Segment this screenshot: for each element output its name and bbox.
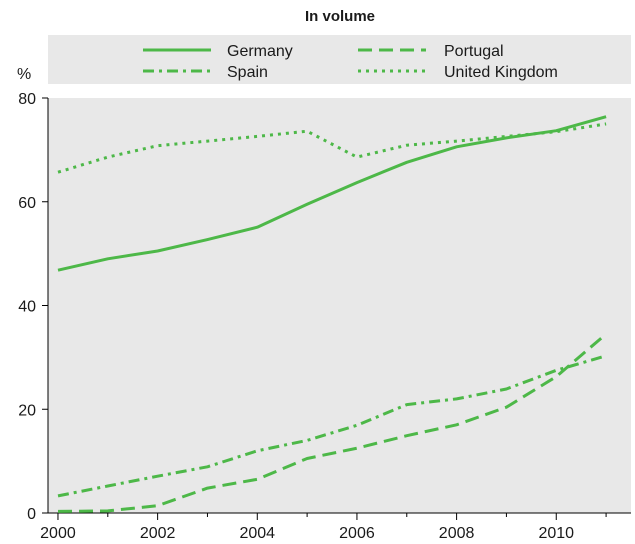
legend-label-united-kingdom: United Kingdom [444, 64, 558, 81]
y-axis-unit: % [17, 66, 31, 83]
chart-title: In volume [305, 8, 375, 25]
series-line-germany [57, 115, 607, 272]
axes [42, 97, 631, 520]
legend-label-germany: Germany [227, 43, 293, 60]
legend-label-portugal: Portugal [444, 43, 504, 60]
series-line-united-kingdom [57, 122, 607, 174]
legend-label-spain: Spain [227, 64, 268, 81]
x-tick-label: 2008 [439, 525, 475, 542]
series-line-portugal [57, 332, 608, 513]
y-tick-label: 40 [18, 299, 36, 316]
y-tick-label: 0 [27, 506, 36, 523]
x-tick-label: 2006 [339, 525, 375, 542]
x-tick-label: 2004 [239, 525, 275, 542]
legend-box [48, 35, 631, 84]
y-tick-label: 80 [18, 91, 36, 108]
x-tick-label: 2002 [140, 525, 176, 542]
x-tick-label: 2010 [538, 525, 574, 542]
series-line-spain [57, 354, 607, 498]
x-tick-label: 2000 [40, 525, 76, 542]
plot-area [48, 98, 631, 513]
tick-labels: 0 20 40 60 80 2000 2002 2004 2006 2008 2010 [18, 91, 574, 542]
legend: Germany Portugal Spain United Kingdom [143, 43, 558, 81]
y-tick-label: 20 [18, 402, 36, 419]
y-tick-label: 60 [18, 195, 36, 212]
series-lines [57, 115, 608, 513]
